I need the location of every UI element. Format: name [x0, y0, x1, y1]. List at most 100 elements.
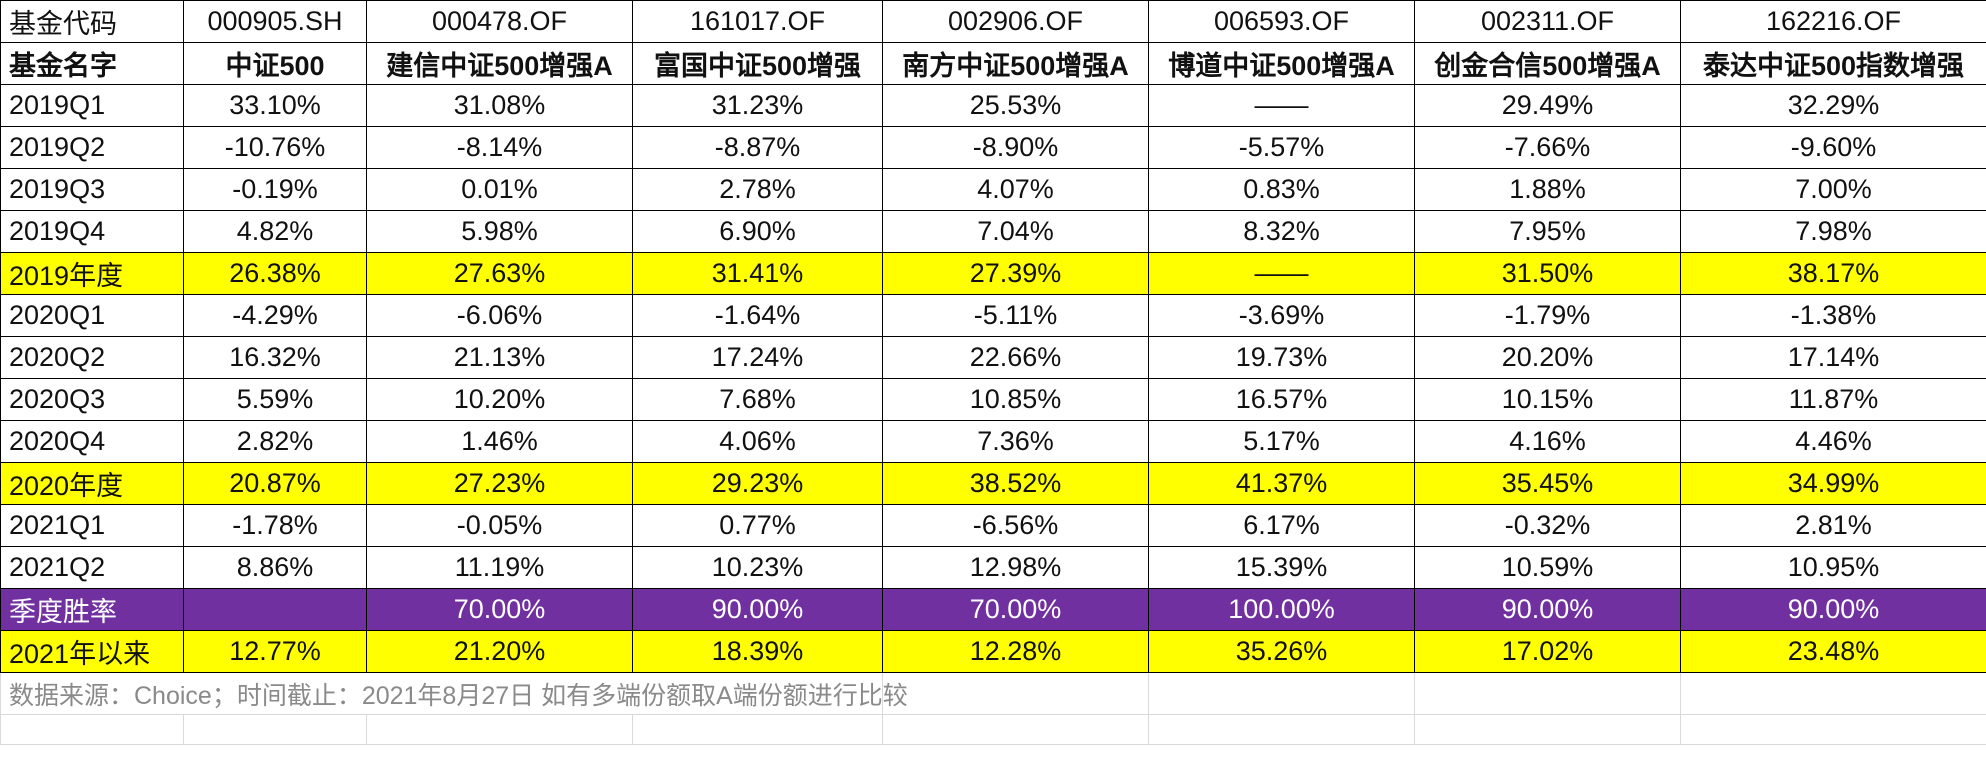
value-cell[interactable]: 5.59% [183, 378, 367, 421]
row-label-cell[interactable]: 2020年度 [0, 462, 184, 505]
value-cell[interactable]: 10.23% [632, 546, 883, 589]
row-label-cell[interactable]: 2020Q3 [0, 378, 184, 421]
fund-code-cell[interactable]: 000478.OF [366, 0, 633, 43]
value-cell[interactable]: 27.23% [366, 462, 633, 505]
row-label-cell[interactable]: 2021Q2 [0, 546, 184, 589]
empty-cell[interactable] [632, 714, 883, 745]
fund-code-cell[interactable]: 161017.OF [632, 0, 883, 43]
value-cell[interactable]: 34.99% [1680, 462, 1986, 505]
value-cell[interactable]: 10.85% [882, 378, 1149, 421]
value-cell[interactable]: 2.81% [1680, 504, 1986, 547]
value-cell[interactable]: 7.95% [1414, 210, 1681, 253]
fund-name-cell[interactable]: 建信中证500增强A [366, 42, 633, 85]
value-cell[interactable]: 17.24% [632, 336, 883, 379]
value-cell[interactable]: 7.36% [882, 420, 1149, 463]
value-cell[interactable]: 15.39% [1148, 546, 1415, 589]
empty-cell[interactable] [366, 714, 633, 745]
fund-code-cell[interactable]: 006593.OF [1148, 0, 1415, 43]
row-label-cell[interactable]: 2021年以来 [0, 630, 184, 673]
value-cell[interactable] [183, 588, 367, 631]
value-cell[interactable]: -5.57% [1148, 126, 1415, 169]
value-cell[interactable]: 31.23% [632, 84, 883, 127]
value-cell[interactable]: -8.87% [632, 126, 883, 169]
value-cell[interactable]: 90.00% [1680, 588, 1986, 631]
fund-name-cell[interactable]: 富国中证500增强 [632, 42, 883, 85]
value-cell[interactable]: 5.98% [366, 210, 633, 253]
fund-code-cell[interactable]: 000905.SH [183, 0, 367, 43]
value-cell[interactable]: -0.19% [183, 168, 367, 211]
value-cell[interactable]: 4.06% [632, 420, 883, 463]
value-cell[interactable]: 31.41% [632, 252, 883, 295]
value-cell[interactable]: 11.19% [366, 546, 633, 589]
value-cell[interactable]: 90.00% [632, 588, 883, 631]
value-cell[interactable]: 27.39% [882, 252, 1149, 295]
value-cell[interactable]: -1.79% [1414, 294, 1681, 337]
value-cell[interactable]: 10.15% [1414, 378, 1681, 421]
fund-name-cell[interactable]: 博道中证500增强A [1148, 42, 1415, 85]
value-cell[interactable]: 33.10% [183, 84, 367, 127]
value-cell[interactable]: 0.77% [632, 504, 883, 547]
value-cell[interactable]: 4.46% [1680, 420, 1986, 463]
value-cell[interactable]: -3.69% [1148, 294, 1415, 337]
value-cell[interactable]: 27.63% [366, 252, 633, 295]
value-cell[interactable]: -5.11% [882, 294, 1149, 337]
value-cell[interactable]: 38.17% [1680, 252, 1986, 295]
value-cell[interactable]: 12.98% [882, 546, 1149, 589]
row-label-cell[interactable]: 2020Q1 [0, 294, 184, 337]
empty-cell[interactable] [1414, 714, 1681, 745]
value-cell[interactable]: 1.46% [366, 420, 633, 463]
value-cell[interactable]: 19.73% [1148, 336, 1415, 379]
empty-cell[interactable] [1414, 672, 1681, 715]
row-label-cell[interactable]: 季度胜率 [0, 588, 184, 631]
empty-cell[interactable] [1148, 714, 1415, 745]
value-cell[interactable]: 2.78% [632, 168, 883, 211]
value-cell[interactable]: 8.86% [183, 546, 367, 589]
value-cell[interactable]: 12.77% [183, 630, 367, 673]
value-cell[interactable]: 31.50% [1414, 252, 1681, 295]
value-cell[interactable]: -7.66% [1414, 126, 1681, 169]
value-cell[interactable]: 32.29% [1680, 84, 1986, 127]
value-cell[interactable]: -1.64% [632, 294, 883, 337]
value-cell[interactable]: 8.32% [1148, 210, 1415, 253]
empty-cell[interactable] [1148, 672, 1415, 715]
value-cell[interactable]: 17.02% [1414, 630, 1681, 673]
value-cell[interactable]: 10.59% [1414, 546, 1681, 589]
value-cell[interactable]: -6.06% [366, 294, 633, 337]
row-label-cell[interactable]: 2019年度 [0, 252, 184, 295]
empty-cell[interactable] [882, 672, 1149, 715]
value-cell[interactable]: 21.20% [366, 630, 633, 673]
value-cell[interactable]: 20.87% [183, 462, 367, 505]
value-cell[interactable]: 7.00% [1680, 168, 1986, 211]
fund-code-label[interactable]: 基金代码 [0, 0, 184, 43]
value-cell[interactable]: 20.20% [1414, 336, 1681, 379]
value-cell[interactable]: -8.14% [366, 126, 633, 169]
empty-cell[interactable] [183, 714, 367, 745]
value-cell[interactable]: 22.66% [882, 336, 1149, 379]
value-cell[interactable]: 7.04% [882, 210, 1149, 253]
row-label-cell[interactable]: 2020Q2 [0, 336, 184, 379]
value-cell[interactable]: 4.82% [183, 210, 367, 253]
value-cell[interactable]: 0.01% [366, 168, 633, 211]
fund-code-cell[interactable]: 002311.OF [1414, 0, 1681, 43]
value-cell[interactable]: 21.13% [366, 336, 633, 379]
value-cell[interactable]: -8.90% [882, 126, 1149, 169]
row-label-cell[interactable]: 2019Q4 [0, 210, 184, 253]
fund-name-cell[interactable]: 泰达中证500指数增强 [1680, 42, 1986, 85]
value-cell[interactable]: -4.29% [183, 294, 367, 337]
value-cell[interactable]: -1.78% [183, 504, 367, 547]
fund-name-cell[interactable]: 中证500 [183, 42, 367, 85]
fund-code-cell[interactable]: 002906.OF [882, 0, 1149, 43]
value-cell[interactable]: 26.38% [183, 252, 367, 295]
fund-name-cell[interactable]: 南方中证500增强A [882, 42, 1149, 85]
row-label-cell[interactable]: 2020Q4 [0, 420, 184, 463]
value-cell[interactable]: 6.90% [632, 210, 883, 253]
empty-cell[interactable] [1680, 714, 1986, 745]
value-cell[interactable]: —— [1148, 84, 1415, 127]
value-cell[interactable]: 16.32% [183, 336, 367, 379]
empty-cell[interactable] [882, 714, 1149, 745]
value-cell[interactable]: 90.00% [1414, 588, 1681, 631]
value-cell[interactable]: 38.52% [882, 462, 1149, 505]
value-cell[interactable]: -6.56% [882, 504, 1149, 547]
value-cell[interactable]: 31.08% [366, 84, 633, 127]
value-cell[interactable]: 16.57% [1148, 378, 1415, 421]
